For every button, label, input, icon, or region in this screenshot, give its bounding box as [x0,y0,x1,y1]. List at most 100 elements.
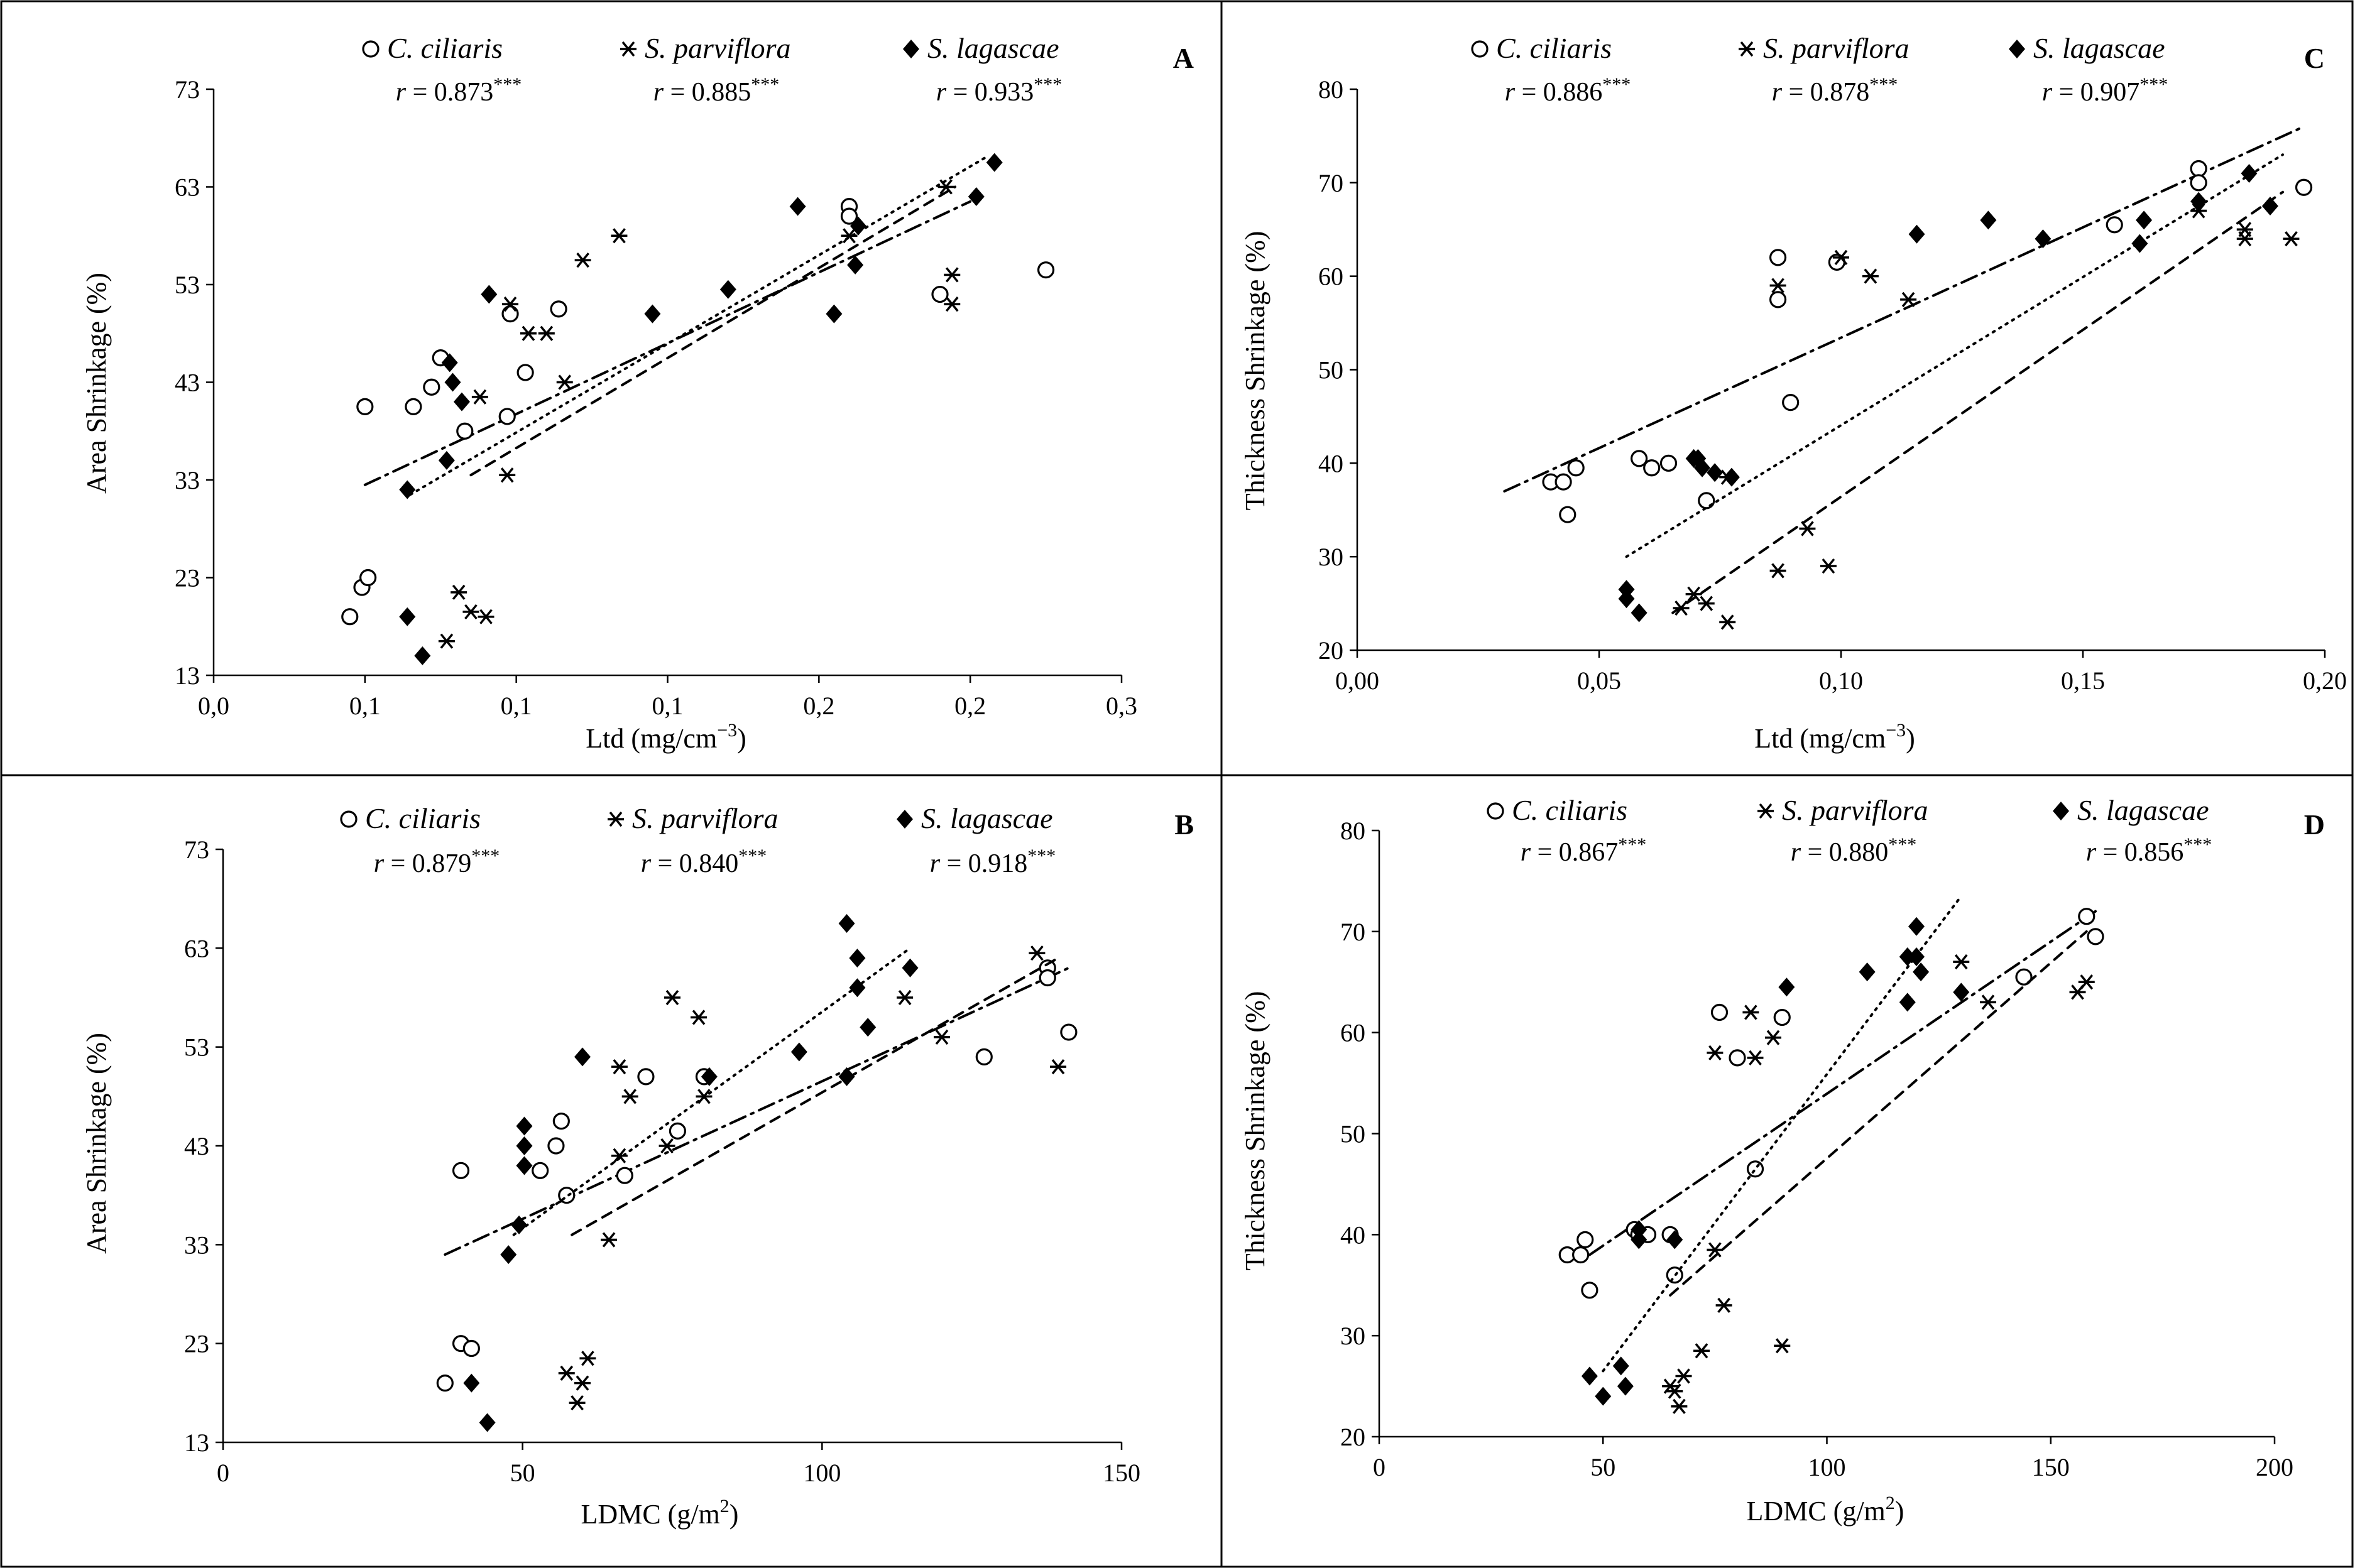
panel-a-data-point [498,408,516,425]
panel-a-data-point [476,608,496,625]
panel-a-legend-species: S. parviflora [645,32,791,64]
panel-a-xtick-label: 0,0 [198,692,229,720]
panel-d-xtick-label: 0 [1373,1453,1385,1481]
panel-a-data-point [850,216,866,236]
panel-a-data-point [456,422,474,440]
panel-c-data-point [1567,459,1585,477]
panel-d-data-point [1705,1045,1725,1061]
panel-d-data-point [1741,1004,1761,1021]
panel-a-ytick-label: 33 [175,466,200,494]
panel-d-ytick-label: 60 [1340,1019,1365,1047]
panel-b-data-point [1049,1059,1068,1075]
panel-d-data-point [1631,1230,1647,1250]
panel-c-ytick-label: 60 [1318,263,1343,291]
panel-c-legend-marker [1471,40,1489,58]
panel-a-data-point [719,280,736,299]
panel-c-data-point [1769,291,1787,308]
panel-b-data-point [895,989,914,1006]
panel-c-trendline [1625,153,2285,558]
panel-a-data-point [438,450,455,470]
panel-c-ytick-label: 40 [1318,449,1343,477]
panel-d-data-point [1669,1398,1689,1415]
panel-d-data-point [1773,1008,1791,1026]
panel-a-data-point [968,187,985,207]
panel-d-data-point [2087,928,2104,945]
panel-b-data-point [838,1067,855,1086]
panel-d-data-point [1746,1050,1765,1066]
panel-c-xtick-label: 0,15 [2061,667,2105,695]
panel-b-data-point [860,1018,877,1037]
panel-a-data-point [449,584,468,601]
panel-c-data-point [1718,614,1737,631]
panel-d-data-point [1710,1003,1729,1021]
panel-a-data-point [441,353,458,373]
panel-d-xtick-label: 150 [2032,1453,2070,1481]
panel-a-xtick-label: 0,2 [803,692,834,720]
panel-d-data-point [1778,977,1795,997]
panel-c-xtick-label: 0,05 [1577,667,1621,695]
panel-c-data-point [2241,163,2258,183]
panel-c-legend-marker [2009,40,2025,58]
panel-a-xtick-label: 0,2 [954,692,986,720]
panel-a-ytick-label: 23 [175,564,200,592]
panel-b-xtick-label: 50 [510,1459,535,1487]
panel-b-ytick-label: 73 [184,836,209,864]
panel-c-xtick-label: 0,10 [1819,667,1863,695]
panel-b-letter: B [1174,808,1194,841]
panel-b-data-point [669,1122,687,1140]
panel-b-legend-species: C. ciliaris [365,802,481,834]
panel-b-data-point [557,1365,576,1381]
panel-a-data-point [1037,261,1055,279]
panel-b-legend-marker [897,810,913,829]
panel-c-ytick-label: 70 [1318,169,1343,197]
panel-c-data-point [1798,520,1817,537]
panel-b-legend-r-value: r = 0.918*** [930,846,1056,878]
panel-d-data-point [1746,1160,1764,1178]
panel-a-data-point [414,646,431,665]
panel-a-xtick-label: 0,1 [652,692,684,720]
panel-c-data-point [1768,277,1788,294]
panel-d-ytick-label: 50 [1340,1120,1365,1148]
panel-b-ytick-label: 53 [184,1033,209,1062]
panel-a-trendline [363,200,972,486]
panel-a-data-point [444,373,461,392]
panel-d-legend-marker [1756,803,1775,819]
panel-a-data-point [359,569,377,587]
panel-a-ytick-label: 63 [175,173,200,202]
panel-a-data-point [847,255,864,275]
panel-c-data-point [2236,221,2254,237]
panel-d-x-axis-label: LDMC (g/m2) [1747,1493,1904,1527]
panel-b-data-point [616,1167,633,1184]
panel-b-xtick-label: 150 [1103,1459,1140,1487]
panel-c-data-point [2131,234,2148,253]
panel-a-data-point [501,305,519,323]
panel-c-ytick-label: 50 [1318,356,1343,384]
panel-d-letter: D [2304,808,2325,841]
panel-a-chart: A 13 23 33 43 53 63 73 0,0 0,1 0,1 0,1 0,2 0,2 0,3 Ltd… [81,32,1194,754]
panel-c-data-point [1819,558,1838,574]
panel-c-data-point [2295,178,2313,196]
panel-c-legend-marker [1737,41,1756,57]
panel-a-legend-marker [362,40,380,58]
panel-d-data-point [1773,1337,1791,1354]
panel-c-x-axis-label: Ltd (mg/cm−3) [1754,720,1915,754]
panel-a-trendline [409,156,987,496]
panel-a-x-axis-label: Ltd (mg/cm−3) [586,720,746,754]
panel-d-ytick-label: 70 [1340,918,1365,946]
panel-c-ytick-label: 20 [1318,636,1343,665]
panel-d-legend-marker [2053,802,2069,820]
panel-c-legend-r-value: r = 0.878*** [1772,74,1898,107]
panel-c-data-point [2035,229,2052,249]
panel-d-data-point [1692,1342,1711,1359]
panel-c-trendline [1671,190,2285,614]
panel-frame-c [1220,0,2354,776]
panel-b-ytick-label: 63 [184,934,209,962]
panel-b-data-point [574,1047,591,1067]
panel-b-data-point [552,1113,570,1130]
panel-c-data-point [1618,589,1635,609]
panel-a-data-point [341,608,359,626]
panel-c-data-point [1782,393,1800,411]
panel-d-ytick-label: 30 [1340,1322,1365,1350]
panel-d-xtick-label: 200 [2256,1453,2293,1481]
panel-b-data-point [1060,1023,1078,1041]
